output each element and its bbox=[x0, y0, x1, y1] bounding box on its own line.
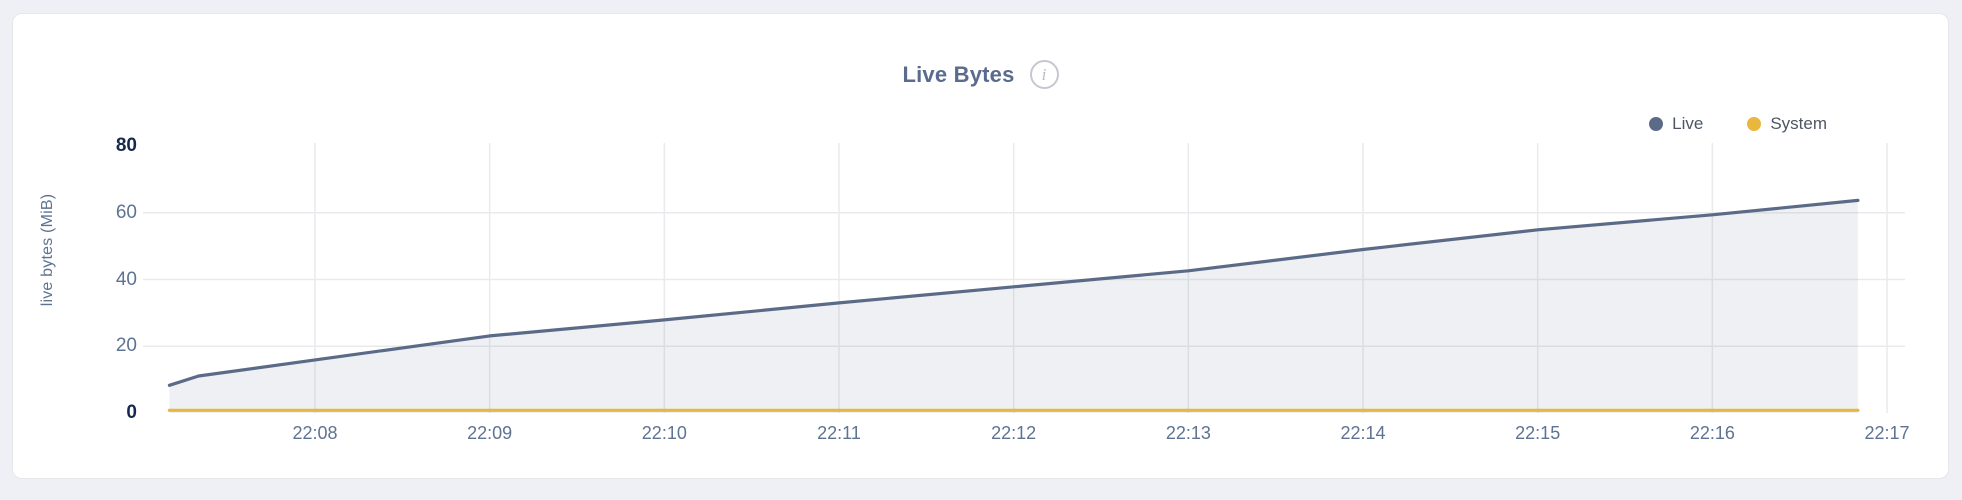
x-tick-label: 22:11 bbox=[817, 423, 861, 443]
x-tick-label: 22:14 bbox=[1340, 423, 1386, 443]
y-tick-label: 60 bbox=[115, 201, 137, 223]
x-tick-label: 22:12 bbox=[991, 423, 1037, 443]
legend-item-live[interactable]: Live bbox=[1649, 114, 1703, 134]
chart-card: Live Bytes i Live System bbox=[12, 13, 1949, 479]
y-tick-label: 0 bbox=[126, 402, 137, 423]
chart-title: Live Bytes bbox=[902, 61, 1015, 87]
series-area-live bbox=[169, 200, 1858, 413]
y-axis-label: live bytes (MiB) bbox=[39, 193, 56, 307]
x-tick-label: 22:15 bbox=[1515, 423, 1561, 443]
x-tick-label: 22:08 bbox=[292, 423, 338, 443]
y-tick-label: 80 bbox=[115, 135, 137, 156]
x-tick-label: 22:13 bbox=[1165, 423, 1211, 443]
legend-item-system[interactable]: System bbox=[1747, 114, 1827, 134]
legend-label: System bbox=[1770, 114, 1827, 133]
x-tick-label: 22:10 bbox=[641, 423, 687, 443]
legend-label: Live bbox=[1672, 114, 1704, 133]
x-tick-label: 22:16 bbox=[1689, 423, 1735, 443]
chart-header: Live Bytes i bbox=[13, 60, 1948, 89]
legend-dot-system bbox=[1747, 117, 1762, 131]
legend-dot-live bbox=[1649, 117, 1664, 131]
y-tick-label: 20 bbox=[115, 335, 137, 357]
y-tick-label: 40 bbox=[115, 268, 137, 290]
x-tick-label: 22:17 bbox=[1864, 423, 1910, 443]
series-line-live bbox=[167, 198, 1860, 387]
info-icon[interactable]: i bbox=[1029, 60, 1059, 89]
x-tick-label: 22:09 bbox=[467, 423, 513, 443]
chart-legend: Live System bbox=[1649, 114, 1827, 134]
